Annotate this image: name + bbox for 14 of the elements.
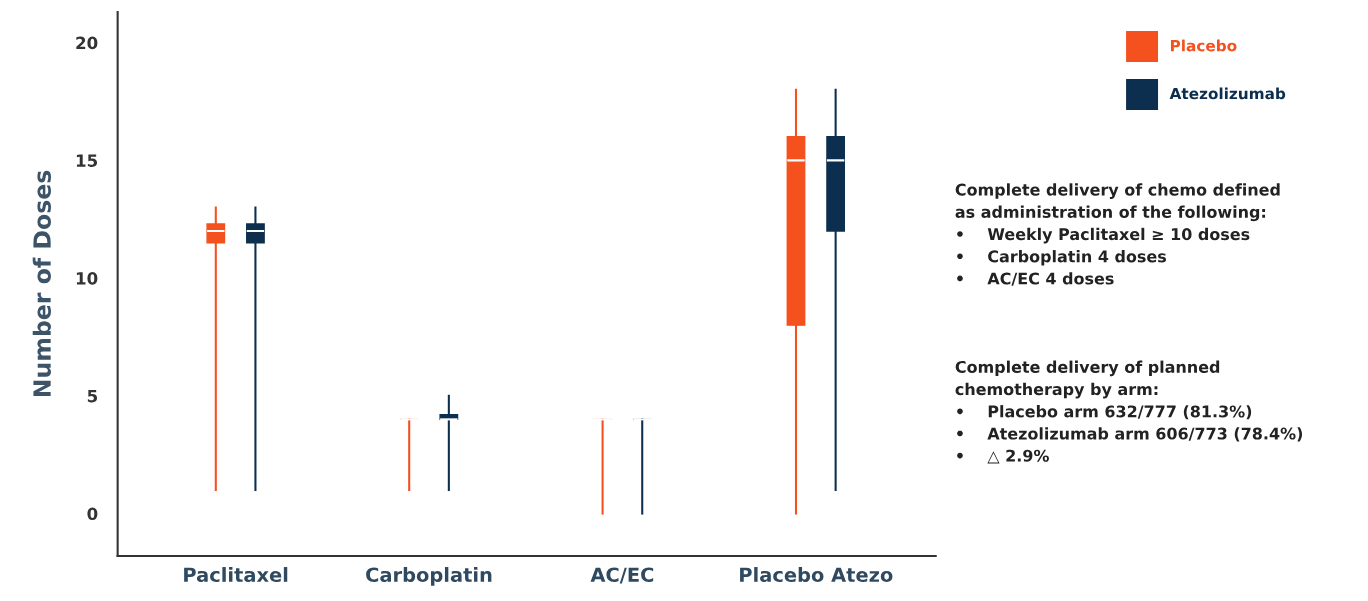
legend-label: Atezolizumab bbox=[1169, 87, 1286, 100]
y-tick-label: 5 bbox=[87, 390, 98, 403]
y-axis-title: Number of Doses bbox=[32, 170, 51, 397]
x-tick-label: Placebo Atezo bbox=[740, 567, 893, 583]
text: Complete delivery of chemo defined as administration of the following: • Weekly Paclitaxel ≥ 10 doses • Carboplatin 4 doses • AC/EC 4 doses bbox=[955, 183, 1280, 286]
x-tick-label: Paclitaxel bbox=[184, 567, 288, 583]
y-tick-label: 15 bbox=[76, 154, 98, 167]
text: Complete delivery of planned chemotherapy by arm: • Placebo arm 632/777 (81.3%) • Atezolizumab arm 606/773 (78.4%) • △ 2.9% bbox=[955, 360, 1303, 464]
legend-label: Placebo bbox=[1170, 39, 1237, 52]
y-tick-label: 10 bbox=[76, 272, 98, 285]
y-tick-label: 20 bbox=[76, 36, 98, 50]
x-tick-label: AC/EC bbox=[590, 567, 654, 584]
y-tick-label: 0 bbox=[87, 507, 98, 521]
x-tick-label: Carboplatin bbox=[366, 567, 492, 586]
